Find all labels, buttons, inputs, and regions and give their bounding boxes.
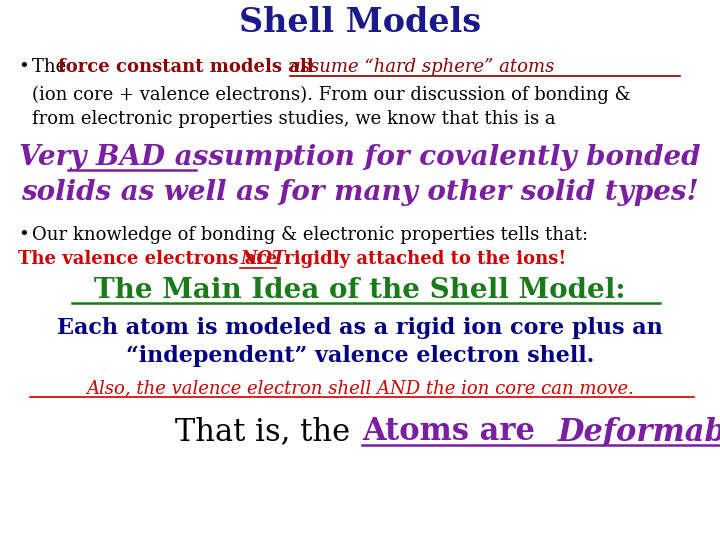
Text: Each atom is modeled as a rigid ion core plus an: Each atom is modeled as a rigid ion core…: [57, 317, 663, 339]
Text: solids as well as for many other solid types!: solids as well as for many other solid t…: [21, 179, 699, 206]
Text: Atoms are: Atoms are: [362, 416, 546, 447]
Text: Also, the valence electron shell AND the ion core can move.: Also, the valence electron shell AND the…: [86, 379, 634, 397]
Text: NOT: NOT: [240, 250, 286, 268]
Text: force constant models all: force constant models all: [58, 58, 320, 76]
Text: (ion core + valence electrons). From our discussion of bonding &: (ion core + valence electrons). From our…: [32, 86, 631, 104]
Text: “independent” valence electron shell.: “independent” valence electron shell.: [126, 345, 594, 367]
Text: Very BAD assumption for covalently bonded: Very BAD assumption for covalently bonde…: [19, 144, 701, 171]
Text: from electronic properties studies, we know that this is a: from electronic properties studies, we k…: [32, 110, 556, 128]
Text: The: The: [32, 58, 72, 76]
Text: That is, the: That is, the: [175, 416, 360, 447]
Text: Our knowledge of bonding & electronic properties tells that:: Our knowledge of bonding & electronic pr…: [32, 226, 588, 244]
Text: The valence electrons are: The valence electrons are: [18, 250, 284, 268]
Text: rigidly attached to the ions!: rigidly attached to the ions!: [278, 250, 566, 268]
Text: assume “hard sphere” atoms: assume “hard sphere” atoms: [290, 58, 554, 76]
Text: •: •: [18, 58, 29, 76]
Text: The Main Idea of the Shell Model:: The Main Idea of the Shell Model:: [94, 277, 626, 304]
Text: Shell Models: Shell Models: [239, 6, 481, 39]
Text: •: •: [18, 226, 29, 244]
Text: Deformable!: Deformable!: [558, 416, 720, 447]
